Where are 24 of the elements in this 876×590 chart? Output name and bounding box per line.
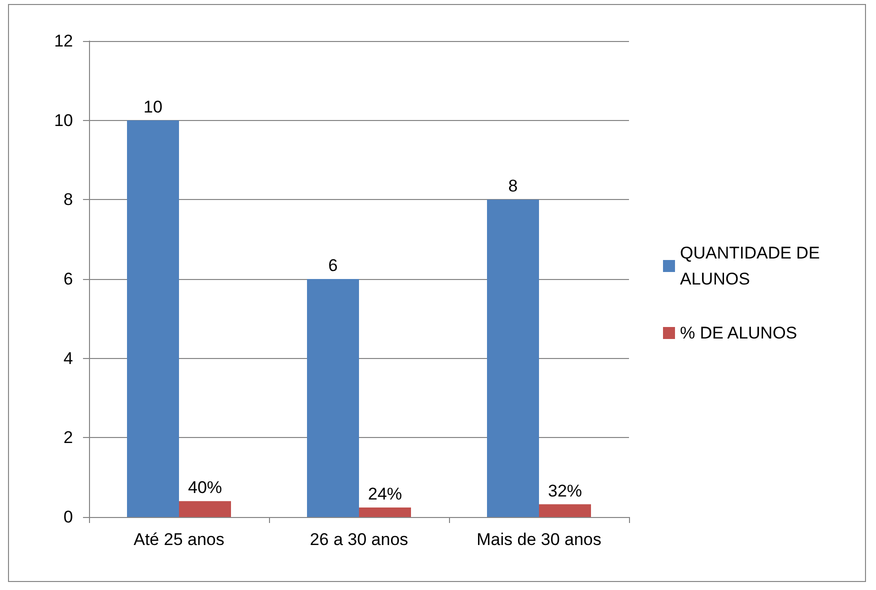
data-label: 40% bbox=[188, 478, 222, 498]
data-label: 8 bbox=[508, 176, 518, 196]
legend-label: QUANTIDADE DE ALUNOS bbox=[680, 244, 825, 288]
x-tick-label: Mais de 30 anos bbox=[476, 530, 602, 549]
bar bbox=[127, 120, 179, 517]
bar bbox=[539, 504, 591, 517]
y-tick-label: 6 bbox=[64, 270, 73, 288]
y-tick-label: 2 bbox=[64, 428, 73, 448]
y-tick-label: 12 bbox=[54, 32, 73, 50]
bar bbox=[179, 501, 231, 517]
y-tick-label: 4 bbox=[64, 348, 73, 368]
y-tick-label: 8 bbox=[64, 190, 73, 210]
legend-label: % DE ALUNOS bbox=[680, 324, 798, 342]
bar bbox=[359, 507, 411, 517]
y-tick-label: 0 bbox=[64, 508, 73, 526]
x-tick-label: Até 25 anos bbox=[134, 530, 224, 549]
bar bbox=[307, 279, 359, 517]
data-label: 32% bbox=[548, 481, 582, 500]
data-label: 24% bbox=[368, 484, 402, 504]
data-label: 6 bbox=[328, 256, 338, 275]
y-tick-label: 10 bbox=[54, 110, 73, 130]
data-label: 10 bbox=[144, 97, 162, 116]
x-tick-label: 26 a 30 anos bbox=[310, 530, 408, 549]
bar bbox=[487, 200, 539, 517]
